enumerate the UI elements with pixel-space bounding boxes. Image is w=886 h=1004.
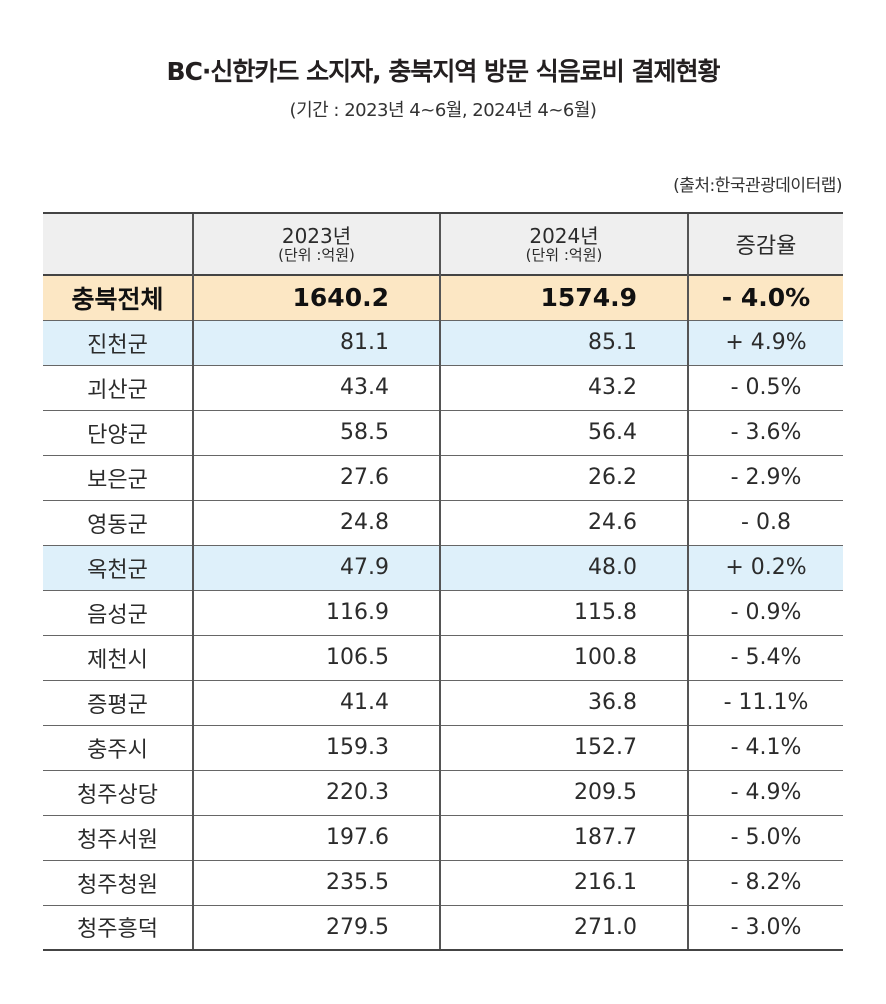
value-2023-cell: 220.3	[192, 769, 440, 816]
value-2024-cell: 152.7	[439, 724, 688, 771]
change-cell: - 3.6%	[687, 409, 843, 456]
value-2023-cell: 24.8	[192, 499, 440, 546]
table-row: 청주서원 197.6 187.7- 5.0%	[43, 814, 843, 861]
value-2023-cell: 47.9	[192, 544, 440, 591]
region-cell: 청주흥덕	[43, 904, 193, 951]
table-row: 영동군 24.8 24.6- 0.8	[43, 499, 843, 546]
region-cell: 단양군	[43, 409, 193, 456]
table-row: 청주청원 235.5 216.1- 8.2%	[43, 859, 843, 906]
table-row: 증평군 41.4 36.8- 11.1%	[43, 679, 843, 726]
value-2024-cell: 1574.9	[439, 274, 688, 321]
change-cell: - 0.8	[687, 499, 843, 546]
change-cell: - 2.9%	[687, 454, 843, 501]
region-cell: 영동군	[43, 499, 193, 546]
value-2023-cell: 41.4	[192, 679, 440, 726]
change-cell: - 8.2%	[687, 859, 843, 906]
region-cell: 청주서원	[43, 814, 193, 861]
table-row: 보은군 27.6 26.2- 2.9%	[43, 454, 843, 501]
table-row: 단양군 58.5 56.4- 3.6%	[43, 409, 843, 456]
value-2024-cell: 56.4	[439, 409, 688, 456]
table-row: 청주상당 220.3 209.5- 4.9%	[43, 769, 843, 816]
table-row: 음성군 116.9 115.8- 0.9%	[43, 589, 843, 636]
value-2023-cell: 106.5	[192, 634, 440, 681]
change-cell: - 4.0%	[687, 274, 843, 321]
total-row: 충북전체 1640.2 1574.9- 4.0%	[43, 274, 843, 321]
value-2024-cell: 85.1	[439, 319, 688, 366]
value-2024-cell: 100.8	[439, 634, 688, 681]
value-2024-cell: 271.0	[439, 904, 688, 951]
change-cell: - 3.0%	[687, 904, 843, 951]
value-2024-cell: 43.2	[439, 364, 688, 411]
change-cell: - 5.4%	[687, 634, 843, 681]
table-row: 괴산군 43.4 43.2- 0.5%	[43, 364, 843, 411]
region-cell: 충주시	[43, 724, 193, 771]
table-header-row: 2023년 (단위 :억원) 2024년 (단위 :억원) 증감율	[43, 212, 843, 276]
value-2023-cell: 159.3	[192, 724, 440, 771]
region-cell: 보은군	[43, 454, 193, 501]
header-2024: 2024년 (단위 :억원)	[439, 212, 688, 276]
region-cell: 제천시	[43, 634, 193, 681]
source-note: (출처:한국관광데이터랩)	[673, 176, 842, 196]
region-cell: 옥천군	[43, 544, 193, 591]
value-2023-cell: 197.6	[192, 814, 440, 861]
region-cell: 청주상당	[43, 769, 193, 816]
value-2024-cell: 36.8	[439, 679, 688, 726]
value-2024-cell: 216.1	[439, 859, 688, 906]
value-2024-cell: 187.7	[439, 814, 688, 861]
change-cell: - 11.1%	[687, 679, 843, 726]
header-2023-unit: (단위 :억원)	[278, 245, 355, 264]
value-2024-cell: 26.2	[439, 454, 688, 501]
header-2023-label: 2023년	[281, 223, 352, 248]
change-cell: - 0.9%	[687, 589, 843, 636]
table-row: 청주흥덕 279.5 271.0- 3.0%	[43, 904, 843, 951]
header-2024-unit: (단위 :억원)	[525, 245, 603, 264]
region-cell: 진천군	[43, 319, 193, 366]
page-title: BC·신한카드 소지자, 충북지역 방문 식음료비 결제현황	[166, 57, 721, 86]
header-2024-label: 2024년	[529, 223, 599, 248]
change-cell: - 0.5%	[687, 364, 843, 411]
region-cell: 괴산군	[43, 364, 193, 411]
header-change: 증감율	[687, 212, 843, 276]
value-2023-cell: 43.4	[192, 364, 440, 411]
value-2023-cell: 27.6	[192, 454, 440, 501]
region-cell: 증평군	[43, 679, 193, 726]
change-cell: - 4.1%	[687, 724, 843, 771]
table-row: 충주시 159.3 152.7- 4.1%	[43, 724, 843, 771]
value-2023-cell: 1640.2	[192, 274, 440, 321]
change-cell: - 5.0%	[687, 814, 843, 861]
change-cell: - 4.9%	[687, 769, 843, 816]
region-cell: 음성군	[43, 589, 193, 636]
table-row: 옥천군 47.9 48.0 + 0.2%	[43, 544, 843, 591]
value-2023-cell: 81.1	[192, 319, 440, 366]
value-2024-cell: 209.5	[439, 769, 688, 816]
value-2023-cell: 235.5	[192, 859, 440, 906]
value-2024-cell: 48.0	[439, 544, 688, 591]
period-subtitle: (기간 : 2023년 4~6월, 2024년 4~6월)	[289, 100, 597, 121]
value-2023-cell: 279.5	[192, 904, 440, 951]
value-2024-cell: 115.8	[439, 589, 688, 636]
payment-table: 2023년 (단위 :억원) 2024년 (단위 :억원) 증감율 충북전체 16…	[43, 212, 843, 951]
header-2023: 2023년 (단위 :억원)	[192, 212, 440, 276]
change-cell: + 4.9%	[687, 319, 843, 366]
value-2023-cell: 58.5	[192, 409, 440, 456]
region-cell: 충북전체	[43, 274, 193, 321]
region-cell: 청주청원	[43, 859, 193, 906]
header-region	[43, 212, 193, 276]
value-2024-cell: 24.6	[439, 499, 688, 546]
table-row: 제천시 106.5 100.8- 5.4%	[43, 634, 843, 681]
change-cell: + 0.2%	[687, 544, 843, 591]
value-2023-cell: 116.9	[192, 589, 440, 636]
table-row: 진천군 81.1 85.1 + 4.9%	[43, 319, 843, 366]
